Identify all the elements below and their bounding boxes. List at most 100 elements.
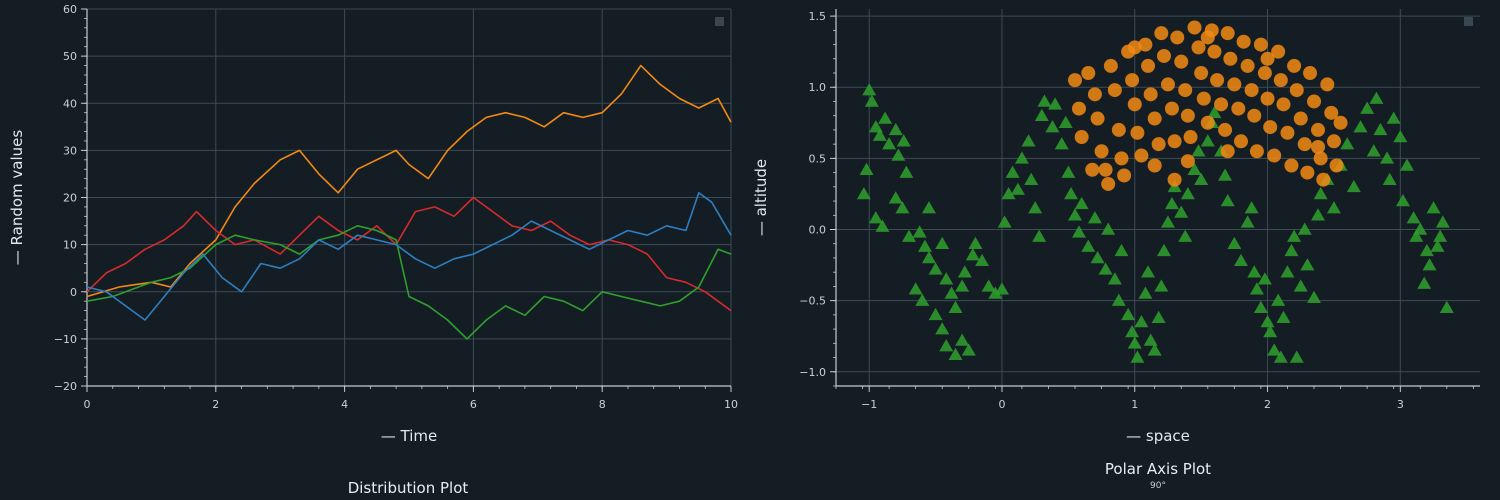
circle-point xyxy=(1313,151,1328,166)
triangle-point xyxy=(1426,201,1441,214)
circle-point xyxy=(1127,40,1142,55)
triangle-point xyxy=(968,236,983,249)
circle-point xyxy=(1068,73,1083,88)
triangle-point xyxy=(1382,172,1397,185)
triangle-point xyxy=(1010,182,1025,195)
caption-polar-axis-plot: Polar Axis Plot xyxy=(1105,460,1211,478)
circle-point xyxy=(1287,58,1302,73)
triangle-point xyxy=(981,279,996,292)
circle-point xyxy=(1125,73,1140,88)
triangle-point xyxy=(856,186,871,200)
triangle-point xyxy=(928,262,943,275)
triangle-point xyxy=(1353,120,1368,133)
triangle-point xyxy=(1014,151,1029,164)
x-axis-label: — Time xyxy=(381,427,437,445)
x-tick-label: 4 xyxy=(341,398,348,411)
triangle-point xyxy=(908,282,923,295)
triangle-point xyxy=(1141,265,1156,278)
x-tick-label: 6 xyxy=(470,398,477,411)
circle-point xyxy=(1164,101,1179,116)
circle-point xyxy=(1071,101,1086,116)
triangle-point xyxy=(1393,130,1408,143)
y-tick-label: 1.5 xyxy=(809,10,827,23)
triangle-point xyxy=(1430,239,1445,252)
triangle-point xyxy=(1406,211,1421,224)
circle-point xyxy=(1276,97,1291,112)
circle-point xyxy=(1111,122,1126,137)
y-axis-label: — altitude xyxy=(752,159,770,236)
circle-point xyxy=(1074,130,1089,145)
circle-point xyxy=(1300,165,1315,180)
circle-point xyxy=(1103,58,1118,73)
triangle-point xyxy=(1300,258,1315,271)
triangle-point xyxy=(1409,229,1424,242)
triangle-point xyxy=(1087,211,1102,224)
circle-point xyxy=(1138,37,1153,52)
triangle-point xyxy=(1164,196,1179,210)
triangle-point xyxy=(1366,144,1381,157)
triangle-point xyxy=(948,347,963,360)
triangle-point xyxy=(1267,343,1282,356)
circle-point xyxy=(1151,137,1166,152)
series-line-red xyxy=(86,196,732,312)
caption-distribution-plot: Distribution Plot xyxy=(348,479,469,497)
circle-point xyxy=(1147,111,1162,126)
triangle-point xyxy=(915,293,930,306)
triangle-point xyxy=(1380,151,1395,164)
circle-point xyxy=(1303,66,1318,81)
triangle-point xyxy=(1048,97,1063,110)
triangle-point xyxy=(1121,307,1136,321)
triangle-point xyxy=(1419,243,1434,257)
triangle-point xyxy=(1340,137,1355,150)
circle-point xyxy=(1220,144,1235,159)
triangle-point xyxy=(1207,105,1222,119)
circle-point xyxy=(1130,125,1145,140)
triangle-point xyxy=(1187,162,1202,176)
triangle-point xyxy=(1178,229,1193,242)
circle-point xyxy=(1333,115,1348,130)
triangle-point xyxy=(1233,253,1248,267)
triangle-point xyxy=(1028,201,1043,214)
triangle-point xyxy=(875,219,890,232)
triangle-point xyxy=(1001,186,1016,200)
circle-point xyxy=(1293,111,1308,126)
triangle-point xyxy=(1289,350,1304,363)
circle-point xyxy=(1210,73,1225,88)
triangle-point xyxy=(1373,122,1388,136)
x-tick-label: 0 xyxy=(84,398,91,411)
triangle-point xyxy=(1435,215,1450,228)
y-tick-label: 20 xyxy=(63,192,77,205)
triangle-point xyxy=(1191,144,1206,157)
circle-point xyxy=(1253,37,1268,52)
triangle-point xyxy=(1071,225,1086,238)
triangle-point xyxy=(975,253,990,267)
triangle-point xyxy=(899,165,914,178)
triangle-point xyxy=(1064,186,1079,200)
circle-point xyxy=(1297,137,1312,152)
circle-point xyxy=(1127,97,1142,112)
circle-point xyxy=(1174,54,1189,69)
triangle-point xyxy=(882,137,897,150)
triangle-point xyxy=(868,211,883,224)
triangle-point xyxy=(912,225,927,238)
circle-point xyxy=(1263,120,1278,135)
circle-point xyxy=(1311,122,1326,137)
circle-point xyxy=(1244,83,1259,98)
triangle-point xyxy=(872,128,887,141)
circle-point xyxy=(1284,158,1299,173)
triangle-point xyxy=(1297,222,1312,235)
circle-point xyxy=(1324,105,1339,120)
y-tick-label: 50 xyxy=(63,50,77,63)
circle-point xyxy=(1098,162,1113,177)
circle-point xyxy=(1260,51,1275,66)
triangle-point xyxy=(1360,101,1375,114)
triangle-point xyxy=(1032,229,1047,242)
triangle-point xyxy=(1271,293,1286,306)
y-tick-label: 30 xyxy=(63,144,77,157)
triangle-point xyxy=(955,279,970,292)
triangle-point xyxy=(902,229,917,242)
circle-point xyxy=(1311,139,1326,154)
triangle-point xyxy=(1249,282,1264,295)
x-tick-label: 3 xyxy=(1397,398,1404,411)
y-tick-label: −1.0 xyxy=(799,366,826,379)
